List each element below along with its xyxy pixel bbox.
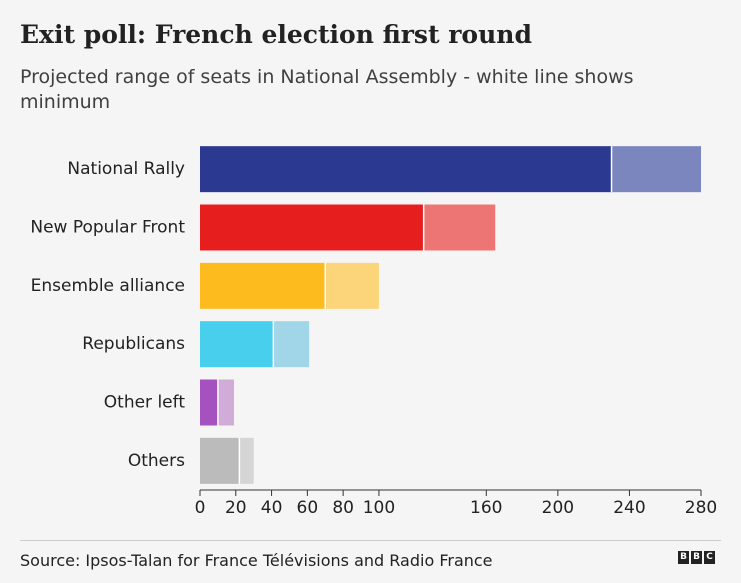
divider — [20, 540, 721, 541]
x-tick-label: 80 — [332, 498, 354, 518]
bar-range — [217, 379, 234, 426]
logo-letter: B — [678, 551, 689, 564]
y-tick-label: New Popular Front — [30, 218, 185, 238]
x-tick-label: 20 — [225, 498, 247, 518]
bar-range — [611, 146, 701, 193]
x-tick-label: 280 — [685, 498, 717, 518]
bar-minimum — [200, 321, 274, 368]
x-tick-label: 60 — [297, 498, 319, 518]
bar-range — [273, 321, 310, 368]
x-tick-label: 160 — [470, 498, 502, 518]
bar-range — [325, 262, 379, 309]
chart: National Rally New Popular Front Ensemble … — [30, 146, 717, 518]
y-tick-label: Ensemble alliance — [31, 276, 185, 296]
y-tick-label: Others — [128, 451, 185, 471]
y-tick-label: Other left — [104, 393, 186, 413]
x-tick-label: 40 — [261, 498, 283, 518]
chart-title: Exit poll: French election first round — [20, 20, 532, 49]
bar-minimum — [200, 262, 326, 309]
bar-range — [239, 437, 254, 484]
bar-minimum — [200, 146, 612, 193]
logo-letter: B — [691, 551, 702, 564]
bar-minimum — [200, 437, 240, 484]
y-tick-label: National Rally — [67, 159, 185, 179]
logo-letter: C — [704, 551, 715, 564]
bar-minimum — [200, 379, 218, 426]
chart-subtitle: Projected range of seats in National Ass… — [20, 66, 634, 113]
x-tick-label: 0 — [195, 498, 206, 518]
x-tick-label: 100 — [363, 498, 395, 518]
bar-minimum — [200, 204, 424, 251]
source-note: Source: Ipsos-Talan for France Télévisio… — [20, 551, 493, 570]
x-tick-label: 200 — [542, 498, 574, 518]
x-tick-label: 240 — [613, 498, 645, 518]
y-tick-label: Republicans — [82, 334, 185, 354]
bar-range — [423, 204, 496, 251]
